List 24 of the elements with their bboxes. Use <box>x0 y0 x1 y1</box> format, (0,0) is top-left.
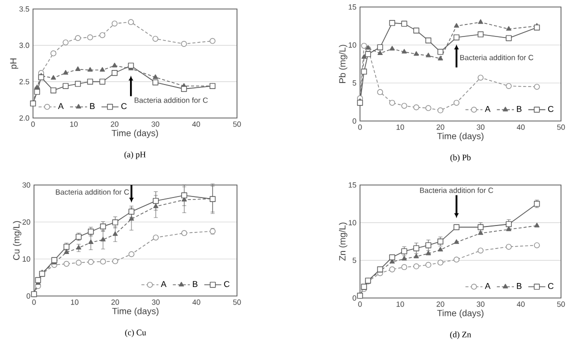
text: (b) Pb <box>450 154 471 162</box>
legend-label: C <box>548 283 554 290</box>
text: (a) pH <box>124 151 146 160</box>
y-axis-title: Zn (mg/L) <box>338 222 348 261</box>
y-axis-title: Pb (mg/L) <box>338 44 348 83</box>
y-axis-title: Cu (mg/L) <box>12 221 22 260</box>
legend-label: B <box>516 106 522 112</box>
legend-label: A <box>484 283 490 289</box>
legend-label: B <box>90 103 95 110</box>
legend-label: C <box>548 106 554 112</box>
legend-label: A <box>160 281 166 287</box>
text: (d) Zn <box>450 331 472 340</box>
legend-label: A <box>58 103 64 110</box>
legend-label: C <box>121 103 127 110</box>
legend-label: C <box>224 281 230 288</box>
y-axis-title: pH <box>10 58 18 69</box>
x-axis-title: Time (days) <box>437 310 484 318</box>
x-axis-title: Time (days) <box>112 130 158 138</box>
legend-label: B <box>192 281 198 287</box>
text: (c) Cu <box>125 329 146 338</box>
x-axis-title: Time (days) <box>112 308 158 316</box>
legend-label: A <box>484 106 490 112</box>
x-axis-title: Time (days) <box>437 132 484 142</box>
legend-label: B <box>516 283 522 289</box>
